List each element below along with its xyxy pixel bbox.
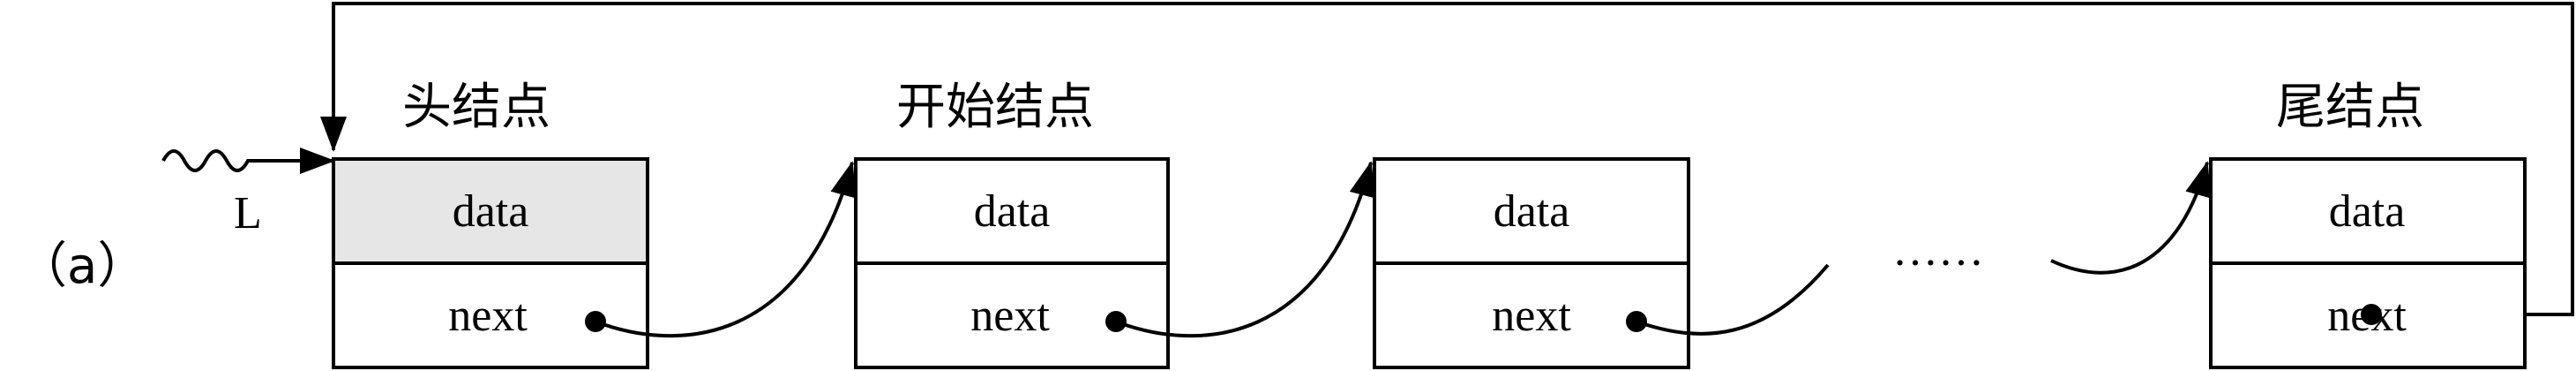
- middle-node-data-label: data: [1494, 186, 1570, 237]
- head-node-data-label: data: [453, 186, 529, 237]
- tail-node-title: 尾结点: [2276, 79, 2424, 136]
- link-middle-to-ellipsis: [1636, 263, 1830, 336]
- head-pointer-squiggle: [161, 149, 291, 172]
- ellipsis: ……: [1892, 225, 1984, 276]
- start-node-next-label: next: [970, 291, 1050, 341]
- head-node-data-cell: [332, 157, 649, 265]
- tail-node-data-cell: [2209, 157, 2527, 265]
- tail-node-pointer-dot: [2361, 304, 2382, 325]
- head-node-next-label: next: [448, 291, 528, 341]
- pointer-label-L: L: [234, 188, 262, 238]
- head-node-title: 头结点: [402, 79, 550, 136]
- start-node: 开始结点 data next: [854, 79, 1170, 369]
- link-head-to-start: [595, 161, 857, 338]
- start-node-data-label: data: [974, 186, 1051, 237]
- middle-node: data next: [1373, 157, 1690, 369]
- start-node-title: 开始结点: [896, 79, 1094, 136]
- start-node-data-cell: [854, 157, 1170, 265]
- figure-label: （a）: [18, 238, 146, 295]
- head-node: 头结点 data next: [332, 79, 649, 369]
- middle-node-next-label: next: [1492, 291, 1571, 341]
- tail-node: 尾结点 data next: [2209, 79, 2527, 369]
- tail-node-data-label: data: [2329, 186, 2406, 237]
- link-start-to-middle: [1115, 161, 1375, 338]
- link-ellipsis-to-tail: [2050, 161, 2212, 275]
